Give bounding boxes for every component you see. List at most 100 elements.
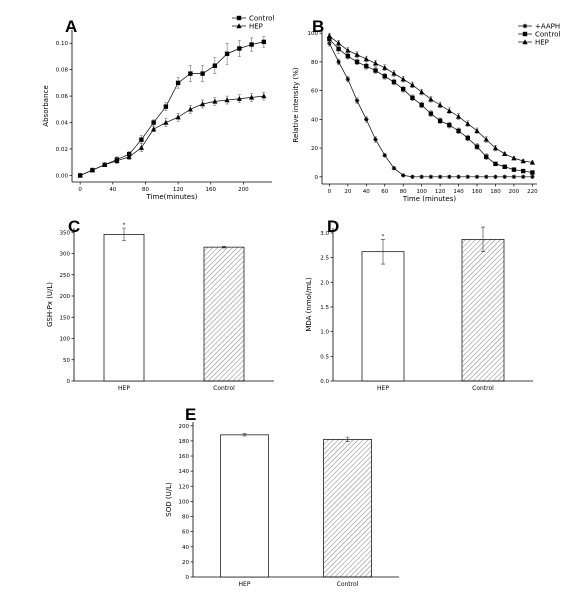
data-point — [175, 80, 181, 86]
data-point — [364, 117, 369, 122]
y-tick-label: 0.08 — [56, 68, 69, 74]
y-tick-label: 0.04 — [56, 121, 69, 127]
data-point — [447, 174, 452, 180]
y-tick-label: 20 — [311, 146, 318, 152]
data-point — [326, 33, 332, 39]
error-bar — [242, 433, 247, 437]
y-tick-label: 0.02 — [56, 147, 68, 153]
bar-hep — [103, 234, 145, 382]
data-point — [336, 59, 341, 65]
y-tick-label: 2.0 — [320, 280, 329, 286]
data-point — [373, 68, 378, 73]
data-point — [484, 174, 489, 180]
data-point — [200, 101, 206, 107]
data-point — [382, 64, 388, 70]
error-bar — [345, 436, 350, 442]
data-point — [345, 76, 351, 82]
data-point — [401, 87, 406, 92]
data-point — [410, 174, 415, 180]
series-control — [327, 34, 535, 175]
data-point — [428, 111, 434, 116]
y-tick-label: 50 — [63, 358, 70, 364]
data-point — [520, 174, 526, 180]
data-point — [391, 79, 397, 85]
bar-control — [461, 239, 505, 382]
y-tick-label: 120 — [179, 484, 190, 490]
legend-marker — [522, 31, 528, 37]
error-bar — [222, 245, 226, 249]
panel-letter-e: E — [185, 405, 196, 424]
legend-label: Control — [249, 14, 274, 22]
data-point — [261, 39, 267, 45]
data-point — [492, 145, 499, 151]
y-tick-label: 100 — [60, 337, 71, 343]
data-point — [188, 71, 193, 76]
data-point — [345, 47, 351, 53]
data-point — [465, 174, 470, 180]
data-point — [77, 172, 83, 178]
data-point — [437, 102, 443, 108]
data-point — [354, 59, 360, 65]
data-point — [502, 174, 507, 180]
data-point — [212, 98, 218, 104]
data-point — [200, 71, 205, 76]
series-line — [80, 95, 264, 176]
x-tick-label: 40 — [109, 187, 116, 193]
data-point — [163, 119, 169, 125]
x-tick-label: 120 — [435, 189, 446, 195]
x-tick-label: 80 — [142, 187, 149, 193]
data-point — [483, 136, 489, 142]
data-point — [126, 154, 132, 160]
x-tick-label: 200 — [509, 189, 520, 195]
category-label: HEP — [118, 385, 130, 392]
data-point — [345, 53, 351, 59]
data-point — [248, 94, 255, 100]
data-point — [249, 42, 254, 47]
y-tick-label: 3.0 — [320, 231, 329, 237]
x-tick-label: 180 — [490, 189, 501, 195]
significance-marker: * — [382, 234, 385, 240]
y-tick-label: 0 — [67, 379, 71, 385]
data-point — [139, 137, 144, 142]
y-tick-label: 0.00 — [56, 173, 69, 179]
y-tick-label: 160 — [179, 454, 190, 460]
data-point — [410, 95, 415, 101]
y-tick-label: 0.5 — [320, 354, 329, 360]
bar-hep — [361, 251, 405, 382]
data-point — [428, 174, 434, 180]
data-point — [364, 64, 369, 69]
y-tick-label: 80 — [182, 515, 189, 521]
y-tick-label: 60 — [311, 89, 318, 95]
data-point — [187, 106, 193, 112]
y-axis-label: Relative intensity (%) — [292, 67, 300, 142]
data-point — [391, 70, 397, 76]
data-point — [502, 164, 507, 169]
x-tick-label: 160 — [206, 187, 217, 193]
data-point — [354, 98, 360, 103]
data-point — [391, 166, 397, 171]
data-point — [446, 107, 452, 113]
series-control — [77, 36, 267, 178]
error-bar — [122, 227, 126, 242]
x-tick-label: 60 — [381, 189, 388, 195]
data-point — [175, 114, 181, 120]
data-point — [493, 174, 498, 180]
data-point — [502, 151, 508, 157]
data-point — [373, 137, 378, 142]
x-tick-label: 0 — [328, 189, 332, 195]
panel-letter-b: B — [312, 17, 324, 36]
data-point — [456, 174, 461, 180]
data-point — [437, 118, 443, 123]
data-point — [336, 40, 342, 46]
data-point — [400, 76, 406, 82]
y-tick-label: 1.5 — [320, 305, 329, 311]
data-point — [419, 89, 425, 95]
category-label: HEP — [377, 385, 389, 392]
x-tick-label: 220 — [527, 189, 538, 195]
legend-label: HEP — [249, 22, 263, 30]
panel-letter-a: A — [65, 17, 77, 36]
y-tick-label: 0 — [315, 175, 319, 181]
series-hep — [77, 91, 267, 178]
data-point — [419, 174, 424, 180]
y-tick-label: 100 — [308, 31, 319, 37]
